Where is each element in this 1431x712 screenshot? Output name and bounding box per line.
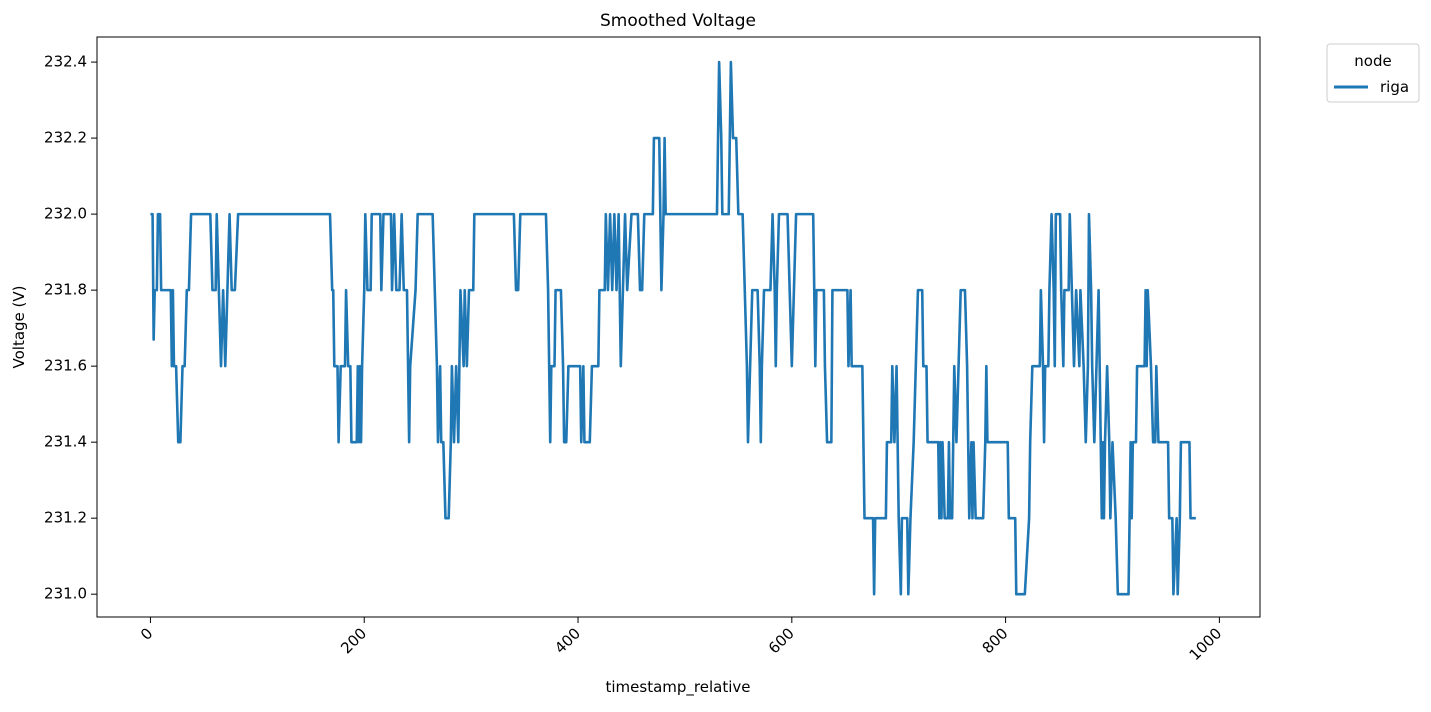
series-line-riga bbox=[150, 60, 1196, 596]
y-tick-label: 231.0 bbox=[44, 585, 87, 603]
plot-area bbox=[96, 36, 1261, 618]
y-tick-label: 232.0 bbox=[44, 205, 87, 223]
y-tick-label: 231.8 bbox=[44, 281, 87, 299]
legend-entry-riga: riga bbox=[1380, 78, 1409, 96]
y-tick-label: 231.6 bbox=[44, 357, 87, 375]
y-axis: 231.0 231.2 231.4 231.6 231.8 232.0 232.2 232.4 bbox=[44, 53, 97, 603]
y-tick-label: 232.2 bbox=[44, 129, 87, 147]
x-axis-label: timestamp_relative bbox=[606, 678, 751, 697]
y-tick-label: 231.4 bbox=[44, 433, 87, 451]
axes-frame bbox=[96, 36, 1261, 618]
y-tick-label: 232.4 bbox=[44, 53, 87, 71]
series-layer bbox=[150, 60, 1196, 596]
legend-title: node bbox=[1354, 52, 1391, 70]
legend: node riga bbox=[1326, 43, 1420, 103]
chart-title: Smoothed Voltage bbox=[600, 11, 756, 31]
y-tick-label: 231.2 bbox=[44, 509, 87, 527]
y-axis-label: Voltage (V) bbox=[10, 286, 28, 369]
